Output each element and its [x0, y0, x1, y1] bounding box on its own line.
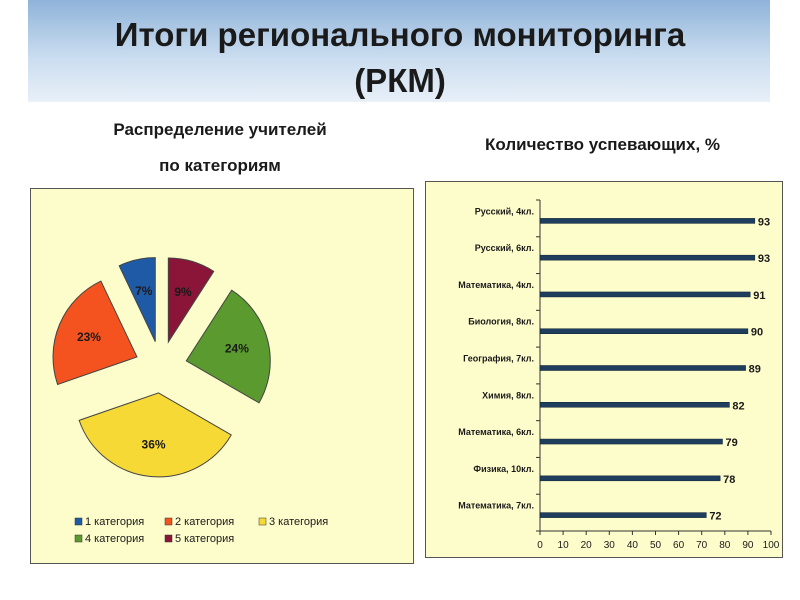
legend-label-5: 5 категория	[175, 533, 234, 545]
bar-0	[539, 218, 756, 224]
bar-value-label-2: 91	[753, 290, 765, 302]
pie-slice-3	[185, 289, 271, 404]
bar-value-label-0: 93	[758, 216, 770, 228]
bar-3	[539, 328, 749, 334]
x-tick-label-9: 90	[742, 540, 754, 551]
bar-chart-title: Количество успевающих, %	[484, 135, 721, 154]
pie-slice-1	[118, 257, 156, 342]
legend-label-3: 3 категория	[269, 516, 328, 528]
pie-slice-5	[52, 280, 138, 386]
bar-8	[539, 512, 707, 518]
category-label-7: Физика, 10кл.	[473, 464, 534, 474]
pie-slice-label-4: 36%	[142, 438, 166, 452]
x-tick-label-0: 0	[537, 540, 543, 551]
bar-2	[539, 291, 751, 298]
legend-swatch-4	[74, 534, 83, 543]
bar-value-label-3: 90	[751, 327, 763, 339]
x-tick-label-2: 20	[581, 540, 593, 551]
x-tick-label-5: 50	[650, 540, 662, 551]
x-tick-label-3: 30	[604, 540, 616, 551]
pie-slice-label-1: 7%	[135, 284, 153, 298]
bar-chart: 0 10 20 30 40 50 60 70 80 90 100 Русский, 4кл. 93 Рус…	[458, 199, 780, 551]
bar-5	[539, 402, 730, 408]
category-label-3: Биология, 8кл.	[468, 317, 534, 327]
bar-value-label-5: 82	[732, 400, 744, 412]
pie-chart-panel: 7% 9% 24% 36% 23% 1 категория 2 категория 3 кат…	[30, 188, 414, 564]
bar-4	[539, 365, 746, 371]
x-tick-label-4: 40	[627, 540, 639, 551]
category-label-4: География, 7кл.	[463, 354, 534, 364]
category-label-0: Русский, 4кл.	[475, 206, 534, 216]
bar-7	[539, 475, 721, 482]
category-label-2: Математика, 4кл.	[458, 280, 534, 290]
pie-slice-4	[78, 392, 232, 478]
pie-chart-title-line1: Распределение учителей	[113, 120, 327, 139]
bar-value-label-4: 89	[749, 364, 761, 376]
legend-swatch-2	[164, 517, 173, 526]
legend-label-4: 4 категория	[85, 533, 144, 545]
pie-chart-title-line2: по категориям	[159, 156, 281, 175]
pie-slice-label-2: 9%	[174, 285, 192, 299]
slide-title-line1: Итоги регионального мониторинга	[114, 16, 686, 53]
x-tick-label-6: 60	[673, 540, 685, 551]
legend-swatch-3	[258, 517, 267, 526]
bar-value-label-1: 93	[758, 253, 770, 265]
pie-slice-label-5: 23%	[77, 330, 101, 344]
bar-value-label-8: 72	[709, 511, 721, 523]
x-tick-label-7: 70	[696, 540, 708, 551]
category-label-6: Математика, 6кл.	[458, 427, 534, 437]
title-banner	[28, 0, 770, 102]
legend-swatch-5	[164, 534, 173, 543]
pie-chart: 7% 9% 24% 36% 23% 1 категория 2 категория 3 кат…	[52, 257, 328, 545]
pie-slice-2	[167, 257, 215, 344]
pie-slice-label-3: 24%	[225, 342, 249, 356]
x-tick-label-8: 80	[719, 540, 731, 551]
legend-label-1: 1 категория	[85, 516, 144, 528]
x-tick-label-1: 10	[558, 540, 570, 551]
slide-title: Итоги регионального мониторинга (РКМ)	[0, 12, 800, 104]
x-tick-label-10: 100	[763, 540, 780, 551]
bar-value-label-7: 78	[723, 474, 735, 486]
category-label-5: Химия, 8кл.	[482, 390, 534, 400]
bar-6	[539, 438, 723, 445]
category-label-8: Математика, 7кл.	[458, 501, 534, 511]
slide-title-line2: (РКМ)	[354, 62, 446, 99]
category-label-1: Русский, 6кл.	[475, 243, 534, 253]
bar-chart-panel: 0 10 20 30 40 50 60 70 80 90 100 Русский, 4кл. 93 Рус…	[425, 181, 783, 558]
bar-value-label-6: 79	[725, 437, 737, 449]
bar-1	[539, 254, 756, 261]
legend-label-2: 2 категория	[175, 516, 234, 528]
legend-swatch-1	[74, 517, 83, 526]
